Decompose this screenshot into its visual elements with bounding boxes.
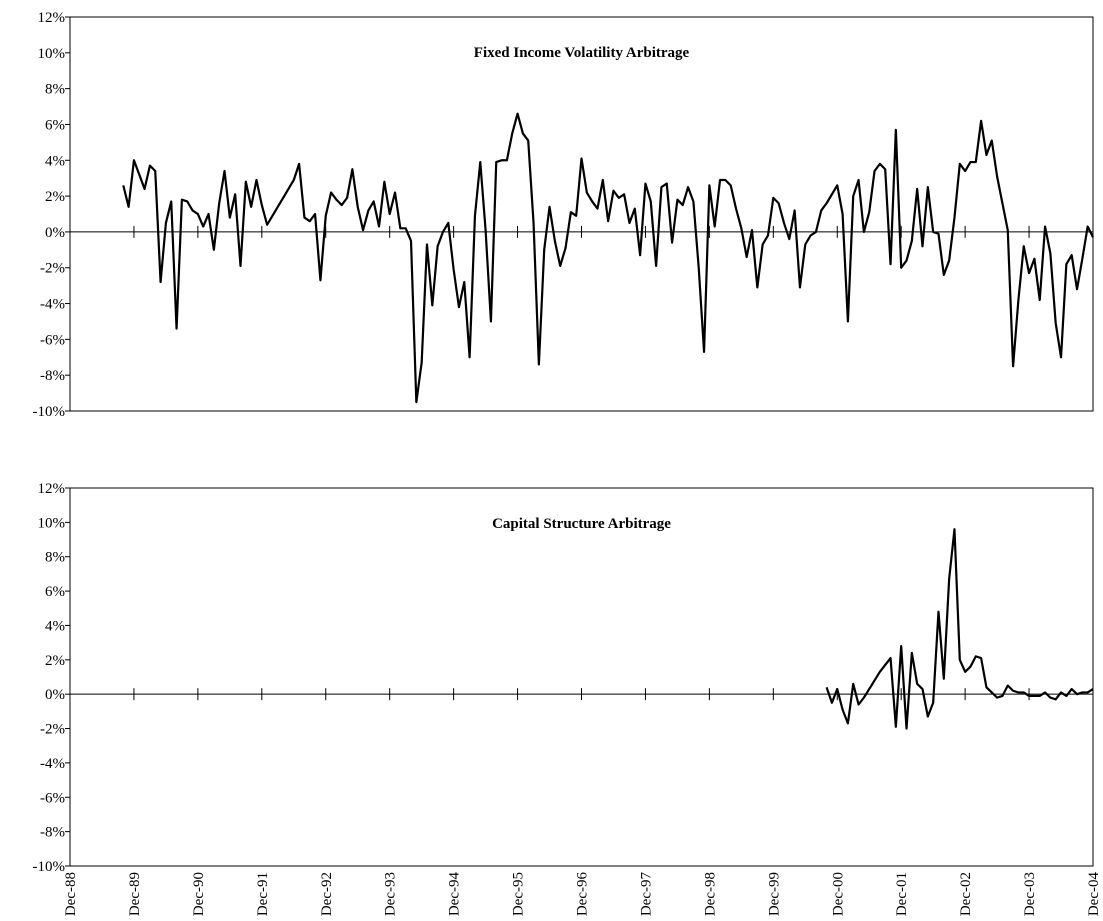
- x-tick-label: Dec-04: [1086, 872, 1102, 917]
- y-tick-label: 2%: [45, 653, 65, 669]
- x-tick-label: Dec-90: [191, 872, 207, 916]
- y-tick-label: 8%: [45, 82, 65, 98]
- y-tick-label: -4%: [40, 756, 65, 772]
- x-tick-label: Dec-91: [255, 872, 271, 916]
- x-tick-label: Dec-02: [958, 872, 974, 916]
- y-tick-label: 6%: [45, 584, 65, 600]
- x-tick-label: Dec-03: [1022, 872, 1038, 916]
- y-tick-label: 4%: [45, 618, 65, 634]
- chart-title: Capital Structure Arbitrage: [492, 516, 671, 532]
- x-tick-label: Dec-93: [383, 872, 399, 916]
- y-tick-label: 8%: [45, 550, 65, 566]
- y-tick-label: 12%: [38, 481, 66, 497]
- y-tick-label: 4%: [45, 153, 65, 169]
- y-tick-label: 12%: [38, 10, 66, 26]
- plot-frame: [69, 16, 1094, 412]
- y-tick-label: 0%: [45, 687, 65, 703]
- y-tick-label: -2%: [40, 722, 65, 738]
- x-tick-label: Dec-88: [63, 872, 79, 916]
- y-tick-label: 2%: [45, 189, 65, 205]
- x-tick-label: Dec-01: [894, 872, 910, 916]
- y-tick-label: -8%: [40, 368, 65, 384]
- y-tick-label: -4%: [40, 297, 65, 313]
- y-tick-label: 10%: [38, 46, 66, 62]
- plot-frame: [69, 487, 1094, 867]
- x-tick-label: Dec-89: [127, 872, 143, 916]
- x-tick-label: Dec-00: [830, 872, 846, 916]
- y-tick-label: -6%: [40, 332, 65, 348]
- series-line: [122, 112, 1094, 404]
- y-tick-label: -10%: [33, 404, 66, 420]
- chart-title: Fixed Income Volatility Arbitrage: [474, 45, 690, 61]
- y-tick-label: -8%: [40, 825, 65, 841]
- x-tick-label: Dec-98: [702, 872, 718, 916]
- x-tick-label: Dec-96: [575, 872, 591, 917]
- y-tick-label: -10%: [33, 859, 66, 875]
- y-tick-label: -2%: [40, 261, 65, 277]
- y-tick-label: -6%: [40, 790, 65, 806]
- x-tick-label: Dec-92: [319, 872, 335, 916]
- y-tick-label: 0%: [45, 225, 65, 241]
- series-line: [825, 528, 1094, 730]
- x-tick-label: Dec-99: [766, 872, 782, 916]
- y-tick-label: 10%: [38, 515, 66, 531]
- x-tick-label: Dec-97: [638, 872, 654, 917]
- y-tick-label: 6%: [45, 117, 65, 133]
- x-tick-label: Dec-94: [447, 872, 463, 917]
- x-tick-label: Dec-95: [511, 872, 527, 916]
